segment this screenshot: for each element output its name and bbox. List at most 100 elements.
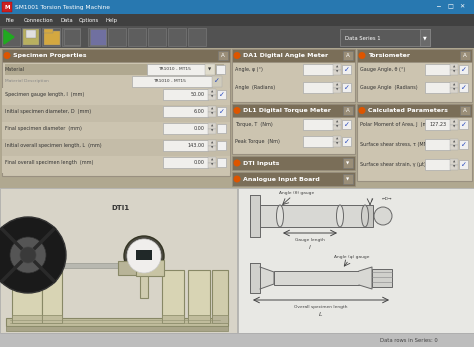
Bar (425, 82, 450, 93)
Text: Data Series 1: Data Series 1 (345, 35, 381, 41)
Bar (343, 174, 353, 184)
Text: ✓: ✓ (219, 109, 224, 115)
Bar (333, 125, 341, 130)
Text: ▼: ▼ (336, 142, 338, 146)
Text: ✓: ✓ (344, 138, 349, 144)
Bar (136, 250, 152, 260)
Text: ▼: ▼ (453, 70, 455, 74)
Text: Gauge Angle, θ (°): Gauge Angle, θ (°) (360, 67, 405, 71)
Text: Options: Options (79, 17, 99, 23)
Bar (217, 107, 226, 116)
Text: □: □ (447, 5, 453, 9)
Text: ✓: ✓ (344, 121, 349, 127)
Bar (450, 64, 458, 69)
Bar (357, 49, 472, 102)
Text: ▲: ▲ (453, 119, 455, 124)
Bar (459, 120, 468, 129)
Text: ▲: ▲ (453, 160, 455, 163)
Bar (0, 188, 474, 340)
Bar (163, 140, 208, 151)
Bar (425, 64, 450, 75)
Text: DTI Inputs: DTI Inputs (243, 161, 279, 166)
Bar (450, 164, 458, 170)
Bar (343, 106, 353, 115)
Text: SM1001 Torsion Testing Machine: SM1001 Torsion Testing Machine (15, 5, 110, 9)
Text: 50.00: 50.00 (191, 92, 205, 96)
Text: ▼: ▼ (423, 35, 427, 41)
Bar (163, 89, 208, 100)
Bar (212, 270, 228, 322)
Bar (188, 270, 210, 322)
Bar (450, 125, 458, 130)
Text: ▼: ▼ (453, 145, 455, 149)
Text: ▼: ▼ (336, 125, 338, 129)
Text: ✓: ✓ (344, 85, 349, 91)
Text: A: A (346, 108, 350, 113)
Bar (90, 29, 106, 45)
Bar (42, 270, 62, 322)
Bar (163, 157, 208, 168)
Bar (208, 106, 216, 111)
Text: 0.00: 0.00 (194, 160, 205, 164)
Text: Polar Moment of Area, J  (mm⁴): Polar Moment of Area, J (mm⁴) (360, 121, 436, 127)
Bar (26, 30, 36, 38)
Text: Angle (φ) gauge: Angle (φ) gauge (334, 255, 370, 259)
Bar (208, 128, 216, 134)
Text: ▼: ▼ (336, 88, 338, 92)
Text: Data rows in Series: 0: Data rows in Series: 0 (380, 338, 438, 342)
Circle shape (234, 107, 240, 114)
Text: ▼: ▼ (336, 70, 338, 74)
Bar (2, 88, 230, 105)
Bar (342, 137, 351, 146)
Text: ▲: ▲ (211, 158, 213, 161)
Bar (163, 106, 208, 117)
Bar (2, 122, 230, 139)
Bar (333, 64, 341, 69)
Ellipse shape (337, 205, 344, 227)
Text: TR1010 - MT15: TR1010 - MT15 (158, 67, 191, 71)
Bar (357, 104, 472, 181)
Text: ▼: ▼ (211, 95, 213, 99)
Bar (128, 28, 146, 46)
Text: ▼: ▼ (211, 146, 213, 150)
Bar (132, 76, 212, 87)
Text: ▲: ▲ (453, 65, 455, 68)
Bar (425, 139, 450, 150)
Bar (303, 64, 333, 75)
Bar (2, 139, 230, 156)
Bar (205, 64, 215, 75)
Text: Final overall specimen length  (mm): Final overall specimen length (mm) (5, 160, 93, 164)
Bar (44, 31, 60, 45)
Bar (2, 2, 12, 12)
Text: 127.23: 127.23 (430, 121, 447, 127)
Bar (260, 205, 365, 227)
Text: ▼: ▼ (209, 67, 211, 71)
Text: ✓: ✓ (461, 161, 466, 168)
Polygon shape (250, 263, 260, 293)
Bar (0, 333, 474, 347)
Text: Gauge Angle  (Radians): Gauge Angle (Radians) (360, 85, 418, 90)
Bar (343, 51, 353, 60)
Circle shape (234, 160, 240, 167)
Text: ▲: ▲ (336, 65, 338, 68)
Bar (238, 188, 474, 336)
Text: ✓: ✓ (461, 121, 466, 127)
Text: ✓: ✓ (219, 92, 224, 98)
Text: ▲: ▲ (336, 83, 338, 86)
Bar (0, 188, 237, 336)
Text: Initial specimen diameter, D  (mm): Initial specimen diameter, D (mm) (5, 109, 91, 113)
Text: ✕: ✕ (459, 5, 465, 9)
Bar (12, 315, 42, 323)
Bar (232, 49, 355, 62)
Bar (217, 124, 226, 133)
Text: TR1010 - MT15: TR1010 - MT15 (154, 79, 186, 83)
Bar (450, 87, 458, 93)
Bar (217, 90, 226, 99)
Bar (459, 83, 468, 92)
Bar (303, 82, 333, 93)
Bar (333, 87, 341, 93)
Circle shape (20, 247, 36, 263)
Circle shape (234, 176, 240, 183)
Text: Connection: Connection (24, 17, 54, 23)
Text: DA1 Digital Angle Meter: DA1 Digital Angle Meter (243, 53, 328, 58)
